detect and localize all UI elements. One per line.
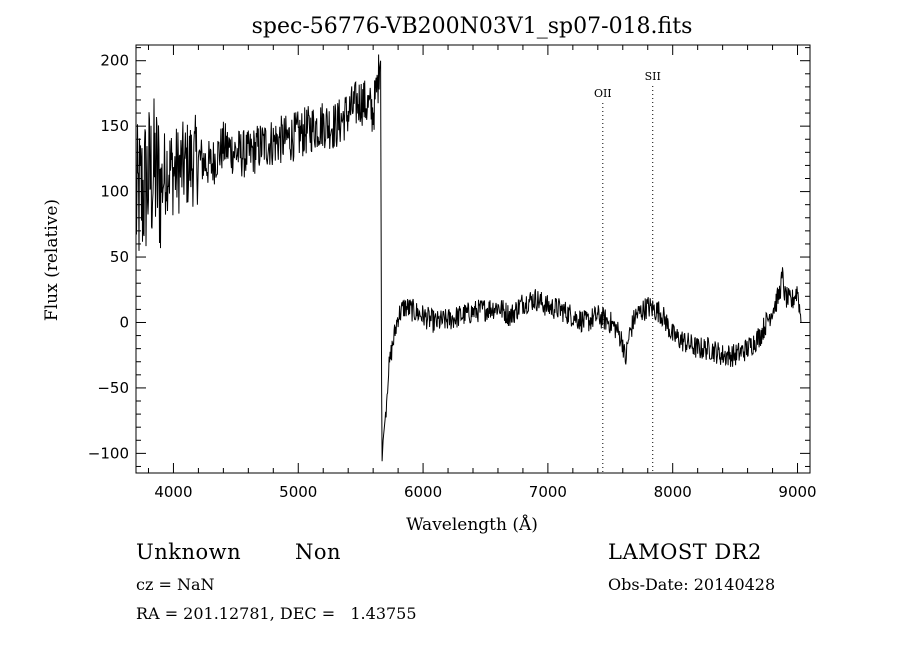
x-tick-label: 9000: [778, 483, 816, 501]
y-axis-label: Flux (relative): [42, 199, 62, 321]
emission-line-label: SII: [645, 70, 661, 83]
y-tick-label: 100: [100, 183, 129, 201]
y-tick-label: 0: [119, 313, 129, 331]
y-tick-label: −50: [97, 379, 129, 397]
y-tick-label: 50: [110, 248, 129, 266]
survey-label: LAMOST DR2: [608, 540, 762, 564]
plot-frame: [135, 44, 811, 474]
y-tick-label: 200: [100, 52, 129, 70]
redshift-cz-label: cz = NaN: [136, 575, 215, 594]
x-tick-label: 5000: [279, 483, 317, 501]
coordinates-label: RA = 201.12781, DEC = 1.43755: [136, 604, 417, 623]
spectrum-series-line: [135, 54, 802, 462]
x-tick-label: 4000: [154, 483, 192, 501]
x-axis-label: Wavelength (Å): [406, 514, 538, 535]
y-tick-label: −100: [88, 444, 129, 462]
object-class-label: Unknown: [136, 540, 242, 564]
emission-line-label: OII: [594, 87, 612, 100]
observation-date-label: Obs-Date: 20140428: [608, 575, 776, 594]
chart-title: spec-56776-VB200N03V1_sp07-018.fits: [252, 14, 693, 39]
y-tick-label: 150: [100, 117, 129, 135]
x-tick-label: 8000: [654, 483, 692, 501]
axis-ticks: 4000 5000 6000 7000 8000 9000 −100 −50 0 50 100 150…: [88, 45, 817, 501]
x-tick-label: 7000: [529, 483, 567, 501]
emission-line-markers: OII SII: [594, 70, 661, 473]
object-subclass-label: Non: [295, 540, 342, 564]
x-tick-label: 6000: [404, 483, 442, 501]
